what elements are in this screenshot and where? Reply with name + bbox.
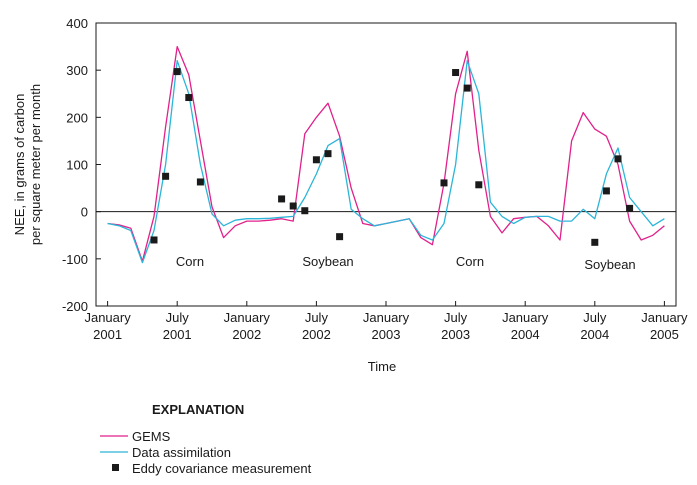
- eddy-point: [278, 195, 286, 203]
- y-tick-label: -100: [62, 252, 88, 267]
- x-axis-label: Time: [368, 359, 396, 374]
- eddy-point: [336, 233, 344, 241]
- x-tick-label-line: January: [641, 310, 688, 325]
- y-axis-label-line: NEE, in grams of carbon: [12, 94, 27, 236]
- y-tick-label: 300: [66, 63, 88, 78]
- x-tick-label: July 2004: [580, 310, 609, 342]
- legend-label: Data assimilation: [132, 445, 231, 460]
- legend-label: Eddy covariance measurement: [132, 461, 312, 476]
- x-tick-label: January 2003: [363, 310, 410, 342]
- x-tick-label: January 2004: [502, 310, 549, 342]
- legend-title: EXPLANATION: [152, 402, 244, 417]
- y-tick-label: 400: [66, 16, 88, 31]
- series-line: [107, 45, 665, 262]
- x-tick-label-line: January: [502, 310, 549, 325]
- x-tick-label-line: 2001: [163, 327, 192, 342]
- y-axis-label: NEE, in grams of carbonper square meter …: [12, 84, 43, 245]
- eddy-point: [591, 238, 599, 246]
- legend-label: GEMS: [132, 429, 171, 444]
- x-tick-label-line: January: [363, 310, 410, 325]
- x-tick-label-line: 2001: [93, 327, 122, 342]
- x-tick-label-line: July: [444, 310, 468, 325]
- eddy-point: [614, 155, 622, 163]
- x-tick-label-line: 2003: [372, 327, 401, 342]
- crop-label: Corn: [176, 254, 204, 269]
- eddy-point: [452, 69, 460, 77]
- crop-label: Soybean: [302, 254, 353, 269]
- y-tick-label: 100: [66, 158, 88, 173]
- eddy-point: [162, 172, 170, 180]
- y-axis-label-line: per square meter per month: [28, 84, 43, 245]
- eddy-point: [173, 68, 181, 76]
- x-tick-label: January 2002: [224, 310, 271, 342]
- y-tick-label: -200: [62, 299, 88, 314]
- eddy-point: [463, 84, 471, 92]
- eddy-point: [196, 178, 204, 186]
- x-tick-label-line: July: [583, 310, 607, 325]
- y-tick-label: 200: [66, 110, 88, 125]
- eddy-point: [289, 202, 297, 210]
- x-tick-label-line: July: [166, 310, 190, 325]
- x-tick-label: January 2001: [84, 310, 131, 342]
- x-tick-label-line: 2002: [232, 327, 261, 342]
- eddy-point: [185, 94, 193, 102]
- x-tick-label: July 2002: [302, 310, 331, 342]
- eddy-point: [312, 156, 320, 164]
- eddy-point: [475, 181, 483, 189]
- eddy-point: [440, 179, 448, 187]
- x-tick-label-line: 2003: [441, 327, 470, 342]
- eddy-point: [626, 204, 634, 212]
- crop-label: Soybean: [584, 257, 635, 272]
- x-tick-label-line: 2002: [302, 327, 331, 342]
- series-line: [107, 60, 665, 264]
- x-tick-label: July 2001: [163, 310, 192, 342]
- x-tick-label: January 2005: [641, 310, 688, 342]
- y-tick-label: 0: [81, 205, 88, 220]
- eddy-point: [301, 207, 309, 215]
- crop-label: Corn: [456, 254, 484, 269]
- x-tick-label: July 2003: [441, 310, 470, 342]
- eddy-point: [602, 187, 610, 195]
- x-tick-label-line: January: [84, 310, 131, 325]
- x-tick-label-line: 2004: [580, 327, 609, 342]
- legend-marker: [112, 464, 119, 471]
- x-tick-label-line: 2004: [511, 327, 540, 342]
- eddy-point: [324, 150, 332, 158]
- eddy-point: [150, 236, 158, 244]
- x-tick-label-line: January: [224, 310, 271, 325]
- x-tick-label-line: 2005: [650, 327, 679, 342]
- x-tick-label-line: July: [305, 310, 329, 325]
